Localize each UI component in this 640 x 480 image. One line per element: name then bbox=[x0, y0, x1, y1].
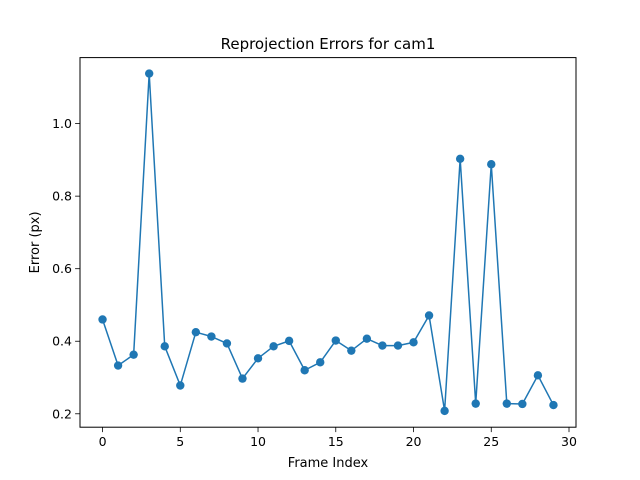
data-point bbox=[238, 374, 247, 383]
data-point bbox=[98, 315, 107, 324]
data-point bbox=[191, 327, 201, 337]
data-point bbox=[222, 339, 232, 348]
plot-frame bbox=[79, 57, 577, 428]
y-tick-label: 0.6 bbox=[52, 261, 72, 276]
x-axis: 0 5 10 15 20 25 30 bbox=[99, 427, 577, 449]
y-axis: 0.2 0.4 0.6 0.8 1.0 bbox=[52, 116, 80, 421]
data-point bbox=[284, 336, 294, 346]
data-point bbox=[129, 350, 138, 359]
data-point bbox=[549, 400, 558, 410]
data-point bbox=[316, 358, 325, 367]
data-point bbox=[347, 346, 356, 355]
y-axis-label: Error (px) bbox=[28, 211, 43, 273]
data-point bbox=[518, 399, 527, 409]
data-point bbox=[440, 406, 449, 416]
data-point bbox=[455, 154, 465, 163]
x-tick-label: 20 bbox=[406, 434, 422, 449]
y-tick-label: 0.8 bbox=[52, 189, 72, 204]
y-tick-label: 0.4 bbox=[52, 334, 72, 349]
data-point bbox=[207, 332, 216, 341]
series-line bbox=[101, 72, 555, 412]
data-point bbox=[393, 341, 403, 350]
data-point bbox=[502, 399, 512, 408]
data-point bbox=[362, 334, 372, 343]
y-tick-label: 1.0 bbox=[52, 116, 72, 131]
x-tick-label: 15 bbox=[328, 434, 344, 449]
data-point bbox=[487, 160, 496, 169]
data-point bbox=[471, 399, 480, 408]
data-point bbox=[300, 366, 309, 375]
x-axis-label: Frame Index bbox=[288, 456, 369, 471]
data-point bbox=[424, 311, 434, 320]
x-tick-label: 25 bbox=[483, 434, 499, 449]
x-tick-label: 0 bbox=[99, 434, 107, 449]
data-point bbox=[378, 341, 387, 350]
chart-title: Reprojection Errors for cam1 bbox=[221, 35, 436, 53]
data-point bbox=[113, 361, 123, 370]
x-tick-label: 30 bbox=[561, 434, 577, 449]
plot-area bbox=[98, 69, 558, 416]
data-point bbox=[269, 342, 278, 351]
x-tick-label: 5 bbox=[176, 434, 184, 449]
data-point bbox=[144, 69, 154, 78]
y-tick-label: 0.2 bbox=[52, 406, 72, 421]
data-point bbox=[533, 371, 543, 380]
data-point bbox=[331, 336, 340, 345]
data-point bbox=[160, 342, 169, 351]
data-point bbox=[409, 338, 418, 347]
x-tick-label: 10 bbox=[250, 434, 266, 449]
data-point bbox=[253, 354, 263, 363]
data-point bbox=[176, 381, 185, 390]
